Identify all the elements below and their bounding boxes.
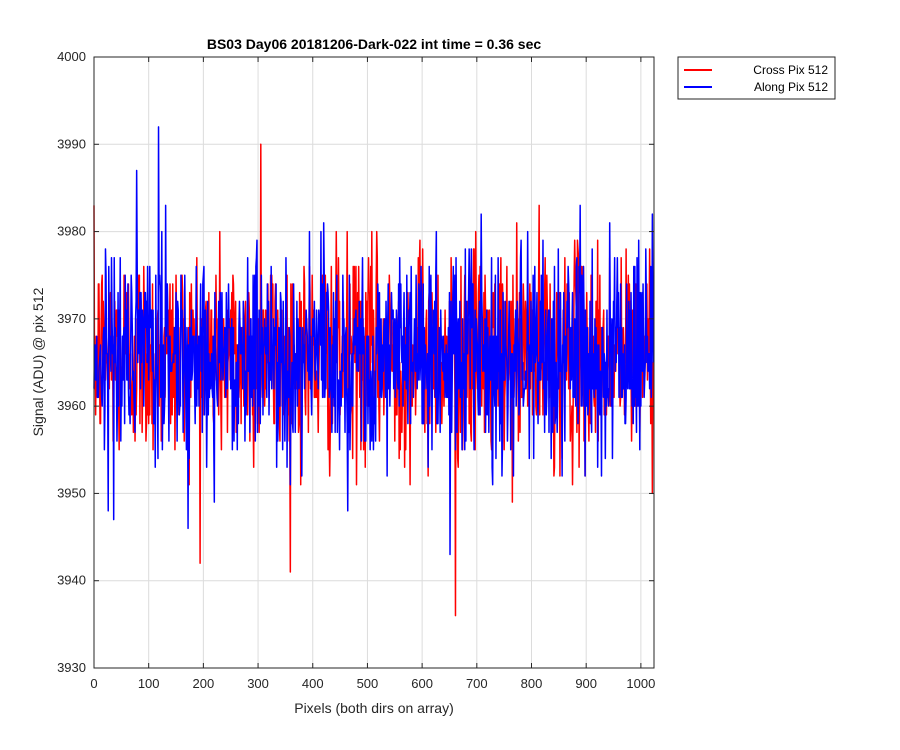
x-tick-label: 900 — [575, 676, 597, 691]
plot-frame — [93, 56, 655, 669]
legend: Cross Pix 512 Along Pix 512 — [677, 56, 836, 100]
legend-box — [677, 56, 836, 100]
x-tick-label: 700 — [466, 676, 488, 691]
tick-labels: 0 100 200 300 400 500 600 700 800 900 1000 3930 3940… — [57, 49, 655, 691]
x-tick-label: 600 — [411, 676, 433, 691]
legend-label-along: Along Pix 512 — [754, 80, 828, 94]
x-tick-label: 200 — [193, 676, 215, 691]
y-tick-label: 3940 — [57, 573, 86, 588]
y-tick-label: 4000 — [57, 49, 86, 64]
y-tick-label: 3980 — [57, 224, 86, 239]
x-tick-label: 1000 — [626, 676, 655, 691]
x-tick-label: 0 — [90, 676, 97, 691]
y-tick-label: 3960 — [57, 398, 86, 413]
series-line-along-pix-512 — [93, 126, 655, 556]
legend-label-cross: Cross Pix 512 — [753, 63, 828, 77]
axis-ticks — [93, 56, 654, 669]
x-tick-label: 400 — [302, 676, 324, 691]
x-tick-label: 300 — [247, 676, 269, 691]
x-tick-label: 500 — [357, 676, 379, 691]
chart-title: BS03 Day06 20181206-Dark-022 int time = … — [207, 36, 541, 52]
x-axis-label: Pixels (both dirs on array) — [294, 700, 454, 716]
y-tick-label: 3970 — [57, 311, 86, 326]
x-tick-label: 100 — [138, 676, 160, 691]
series-layer — [93, 126, 655, 617]
y-tick-label: 3990 — [57, 136, 86, 151]
y-axis-label: Signal (ADU) @ pix 512 — [30, 287, 46, 436]
y-tick-label: 3930 — [57, 660, 86, 675]
y-tick-label: 3950 — [57, 485, 86, 500]
x-tick-label: 800 — [521, 676, 543, 691]
